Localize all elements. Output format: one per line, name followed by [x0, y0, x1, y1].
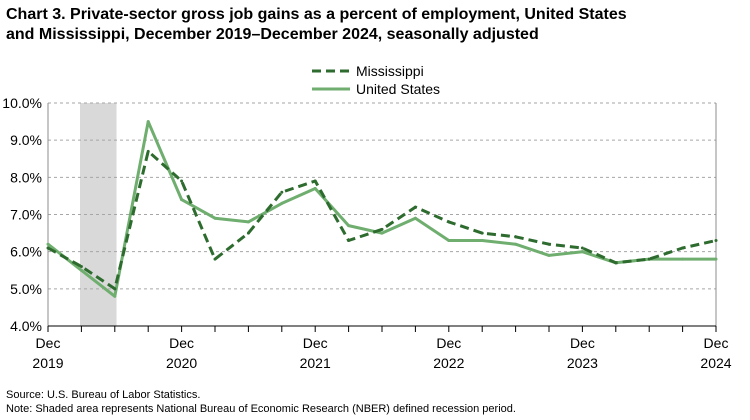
data-point-united-states	[447, 239, 451, 243]
data-point-mississippi	[46, 246, 50, 250]
data-point-mississippi	[380, 227, 384, 231]
x-tick-label-month: Dec	[436, 335, 461, 351]
data-point-united-states	[180, 198, 184, 202]
data-point-mississippi	[347, 239, 351, 243]
y-tick-label: 4.0%	[10, 318, 42, 334]
data-point-united-states	[280, 201, 284, 205]
data-point-united-states	[681, 257, 685, 261]
data-point-mississippi	[580, 246, 584, 250]
data-point-mississippi	[681, 246, 685, 250]
series-line-mississippi	[47, 149, 717, 291]
x-tick-label-month: Dec	[36, 335, 61, 351]
y-tick-label: 9.0%	[10, 132, 42, 148]
chart-title-line-2: and Mississippi, December 2019–December …	[6, 26, 539, 43]
data-point-united-states	[580, 250, 584, 254]
y-tick-label: 7.0%	[10, 207, 42, 223]
legend-label-united-states: United States	[356, 81, 440, 97]
x-tick-label-year: 2021	[300, 355, 331, 371]
data-point-mississippi	[146, 149, 150, 153]
data-point-mississippi	[614, 261, 618, 265]
data-point-united-states	[514, 242, 518, 246]
data-point-united-states	[413, 216, 417, 220]
y-tick-label: 5.0%	[10, 281, 42, 297]
data-point-mississippi	[514, 235, 518, 239]
data-point-united-states	[246, 220, 250, 224]
y-tick-label: 6.0%	[10, 244, 42, 260]
series-line-united-states	[47, 120, 716, 298]
x-tick-label-month: Dec	[169, 335, 194, 351]
data-point-mississippi	[79, 265, 83, 269]
data-point-united-states	[380, 231, 384, 235]
data-point-united-states	[480, 239, 484, 243]
source-note: Source: U.S. Bureau of Labor Statistics.	[6, 389, 201, 401]
data-point-united-states	[714, 257, 718, 261]
chart-title-line-1: Chart 3. Private-sector gross job gains …	[6, 6, 627, 23]
data-point-mississippi	[246, 231, 250, 235]
plot-area: 4.0% 5.0% 6.0% 7.0% 8.0% 9.0% 10.0% Dec 2019 Dec 2…	[2, 63, 731, 371]
data-point-mississippi	[413, 205, 417, 209]
y-tick-label: 8.0%	[10, 169, 42, 185]
data-point-united-states	[547, 253, 551, 257]
data-point-mississippi	[313, 179, 317, 183]
data-point-mississippi	[714, 239, 718, 243]
x-tick-label-year: 2024	[700, 355, 731, 371]
data-point-mississippi	[113, 287, 117, 291]
data-point-mississippi	[480, 231, 484, 235]
data-point-mississippi	[447, 220, 451, 224]
x-tick-label-year: 2020	[166, 355, 197, 371]
data-point-united-states	[347, 224, 351, 228]
chart-title: Chart 3. Private-sector gross job gains …	[6, 5, 746, 45]
data-point-mississippi	[280, 190, 284, 194]
legend-label-mississippi: Mississippi	[356, 63, 424, 79]
x-tick-label-month: Dec	[704, 335, 729, 351]
data-point-united-states	[313, 186, 317, 190]
data-point-mississippi	[180, 179, 184, 183]
recession-note: Note: Shaded area represents National Bu…	[6, 403, 516, 415]
data-point-united-states	[79, 268, 83, 272]
footnotes: Source: U.S. Bureau of Labor Statistics.…	[6, 388, 516, 416]
x-tick-label-year: 2023	[567, 355, 598, 371]
x-tick-label-month: Dec	[570, 335, 595, 351]
data-point-united-states	[213, 216, 217, 220]
y-tick-label: 10.0%	[2, 95, 42, 111]
x-tick-label-month: Dec	[303, 335, 328, 351]
data-point-united-states	[46, 242, 50, 246]
x-tick-label-year: 2022	[433, 355, 464, 371]
data-point-united-states	[113, 294, 117, 298]
data-point-mississippi	[647, 257, 651, 261]
x-tick-label-year: 2019	[32, 355, 63, 371]
data-point-mississippi	[547, 242, 551, 246]
data-point-united-states	[146, 120, 150, 124]
data-point-mississippi	[213, 257, 217, 261]
